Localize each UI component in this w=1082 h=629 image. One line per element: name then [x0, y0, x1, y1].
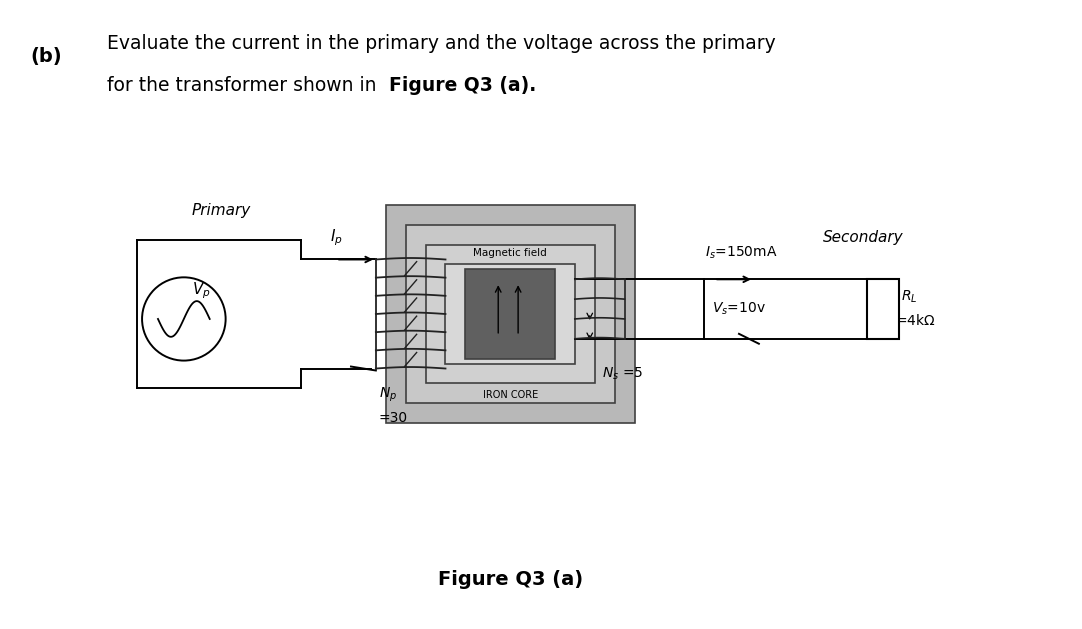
- Text: (b): (b): [30, 47, 63, 66]
- Text: Magnetic field: Magnetic field: [473, 248, 547, 257]
- Text: $I_p$: $I_p$: [330, 227, 342, 248]
- Text: $I_s$=150mA: $I_s$=150mA: [705, 245, 778, 262]
- Text: $R_L$: $R_L$: [901, 289, 918, 305]
- Text: $N_p$: $N_p$: [379, 386, 397, 404]
- Text: Primary: Primary: [192, 203, 251, 218]
- Text: Figure Q3 (a): Figure Q3 (a): [437, 569, 583, 589]
- Bar: [406, 225, 615, 403]
- Text: $V_s$=10v: $V_s$=10v: [712, 301, 766, 317]
- Text: Secondary: Secondary: [823, 230, 903, 245]
- Bar: [386, 205, 634, 423]
- Text: Evaluate the current in the primary and the voltage across the primary: Evaluate the current in the primary and …: [107, 33, 776, 52]
- Text: =4k$\Omega$: =4k$\Omega$: [895, 313, 936, 328]
- Text: IRON CORE: IRON CORE: [483, 390, 538, 400]
- Text: $V_p$: $V_p$: [192, 281, 211, 301]
- Text: for the transformer shown in: for the transformer shown in: [107, 76, 383, 95]
- Text: =30: =30: [379, 411, 408, 425]
- Text: Figure Q3 (a).: Figure Q3 (a).: [388, 76, 536, 95]
- Bar: [446, 264, 575, 364]
- Text: $N_s$ =5: $N_s$ =5: [602, 365, 643, 382]
- Bar: [868, 279, 899, 339]
- Bar: [425, 245, 595, 384]
- Bar: [465, 269, 555, 359]
